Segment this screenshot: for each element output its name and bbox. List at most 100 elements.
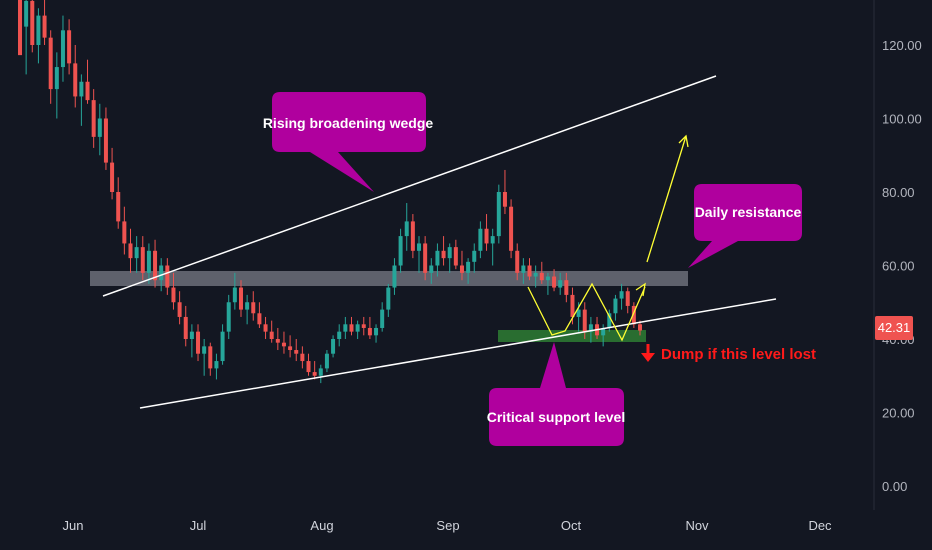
candle-body[interactable] — [607, 313, 612, 328]
candle-body[interactable] — [288, 346, 293, 351]
candle-body[interactable] — [24, 0, 29, 27]
candle-body[interactable] — [447, 247, 452, 259]
candle-body[interactable] — [146, 250, 151, 273]
candle-body[interactable] — [429, 265, 434, 273]
candle-body[interactable] — [331, 339, 336, 354]
candle-body[interactable] — [588, 324, 593, 332]
candle-body[interactable] — [85, 81, 90, 101]
candle-body[interactable] — [558, 280, 563, 288]
candle-body[interactable] — [324, 353, 329, 369]
candle-body[interactable] — [343, 324, 348, 332]
candle-body[interactable] — [238, 287, 243, 310]
candle-body[interactable] — [214, 361, 219, 369]
candle-body[interactable] — [453, 247, 458, 266]
candle-body[interactable] — [171, 287, 176, 303]
candle-body[interactable] — [183, 316, 188, 339]
candle-body[interactable] — [257, 313, 262, 325]
candle-body[interactable] — [545, 276, 550, 281]
candle-body[interactable] — [208, 346, 213, 369]
candle-body[interactable] — [490, 236, 495, 244]
candle-body[interactable] — [220, 331, 225, 362]
candle-body[interactable] — [263, 324, 268, 332]
candle-body[interactable] — [42, 15, 47, 38]
candle-body[interactable] — [189, 331, 194, 339]
candle-body[interactable] — [165, 265, 170, 288]
candle-body[interactable] — [619, 291, 624, 299]
candle-body[interactable] — [306, 361, 311, 373]
candle-body[interactable] — [226, 302, 231, 332]
candle-body[interactable] — [533, 272, 538, 277]
wedge-lower-trendline[interactable] — [139, 298, 777, 409]
candle-body[interactable] — [281, 342, 286, 347]
candle-body[interactable] — [232, 287, 237, 303]
candle-body[interactable] — [509, 206, 514, 251]
candle-body[interactable] — [202, 346, 207, 354]
candle-body[interactable] — [392, 265, 397, 288]
candle-body[interactable] — [417, 243, 422, 251]
candle-body[interactable] — [374, 327, 379, 336]
candle-body[interactable] — [122, 221, 127, 244]
candle-body[interactable] — [54, 67, 59, 90]
candle-body[interactable] — [97, 118, 102, 137]
candle-body[interactable] — [423, 243, 428, 273]
candle-body[interactable] — [410, 221, 415, 251]
candle-body[interactable] — [318, 368, 323, 376]
candle-body[interactable] — [294, 350, 299, 354]
candle-body[interactable] — [404, 221, 409, 237]
candle-body[interactable] — [103, 118, 108, 163]
candle-body[interactable] — [134, 247, 139, 259]
candle-body[interactable] — [527, 265, 532, 277]
wedge-upper-trendline[interactable] — [102, 75, 717, 297]
candle-body[interactable] — [576, 309, 581, 317]
candle-body[interactable] — [269, 331, 274, 339]
candle-body[interactable] — [91, 100, 96, 137]
candle-body[interactable] — [196, 331, 201, 354]
candle-body[interactable] — [312, 372, 317, 376]
candle-body[interactable] — [496, 192, 501, 237]
candle-body[interactable] — [349, 324, 354, 332]
candle-body[interactable] — [484, 228, 489, 244]
candle-body[interactable] — [67, 30, 72, 64]
candle-body[interactable] — [177, 302, 182, 317]
candle-body[interactable] — [367, 327, 372, 336]
candle-body[interactable] — [36, 15, 41, 45]
candle-body[interactable] — [18, 0, 22, 56]
candle-body[interactable] — [300, 353, 305, 362]
candle-body[interactable] — [380, 309, 385, 328]
candle-body[interactable] — [275, 339, 280, 343]
candle-body[interactable] — [459, 265, 464, 273]
candle-body[interactable] — [472, 250, 477, 262]
candle-body[interactable] — [570, 294, 575, 317]
candle-body[interactable] — [441, 250, 446, 259]
candle-body[interactable] — [60, 30, 65, 68]
candle-body[interactable] — [398, 236, 403, 266]
candle-body[interactable] — [153, 250, 158, 281]
candle-body[interactable] — [478, 228, 483, 251]
candle-body[interactable] — [502, 192, 507, 207]
candle-body[interactable] — [515, 250, 520, 273]
candle-body[interactable] — [251, 302, 256, 314]
candle-body[interactable] — [631, 305, 636, 325]
candle-body[interactable] — [435, 250, 440, 266]
candle-body[interactable] — [245, 302, 250, 310]
candle-body[interactable] — [521, 265, 526, 273]
x-axis[interactable]: Jun Jul Aug Sep Oct Nov Dec — [63, 518, 833, 533]
candle-body[interactable] — [582, 309, 587, 332]
candle-body[interactable] — [30, 0, 35, 45]
candle-body[interactable] — [601, 327, 606, 336]
candle-body[interactable] — [128, 243, 133, 259]
candle-body[interactable] — [140, 247, 145, 273]
candle-body[interactable] — [466, 261, 471, 273]
candle-body[interactable] — [625, 291, 630, 306]
candle-body[interactable] — [638, 324, 642, 331]
candle-body[interactable] — [552, 276, 557, 288]
candle-body[interactable] — [386, 287, 391, 310]
candle-body[interactable] — [355, 324, 360, 332]
candle-body[interactable] — [361, 324, 366, 328]
candle-body[interactable] — [337, 331, 342, 339]
candle-body[interactable] — [110, 162, 115, 192]
candle-body[interactable] — [159, 265, 164, 281]
candle-body[interactable] — [539, 272, 544, 281]
candle-body[interactable] — [73, 63, 78, 97]
